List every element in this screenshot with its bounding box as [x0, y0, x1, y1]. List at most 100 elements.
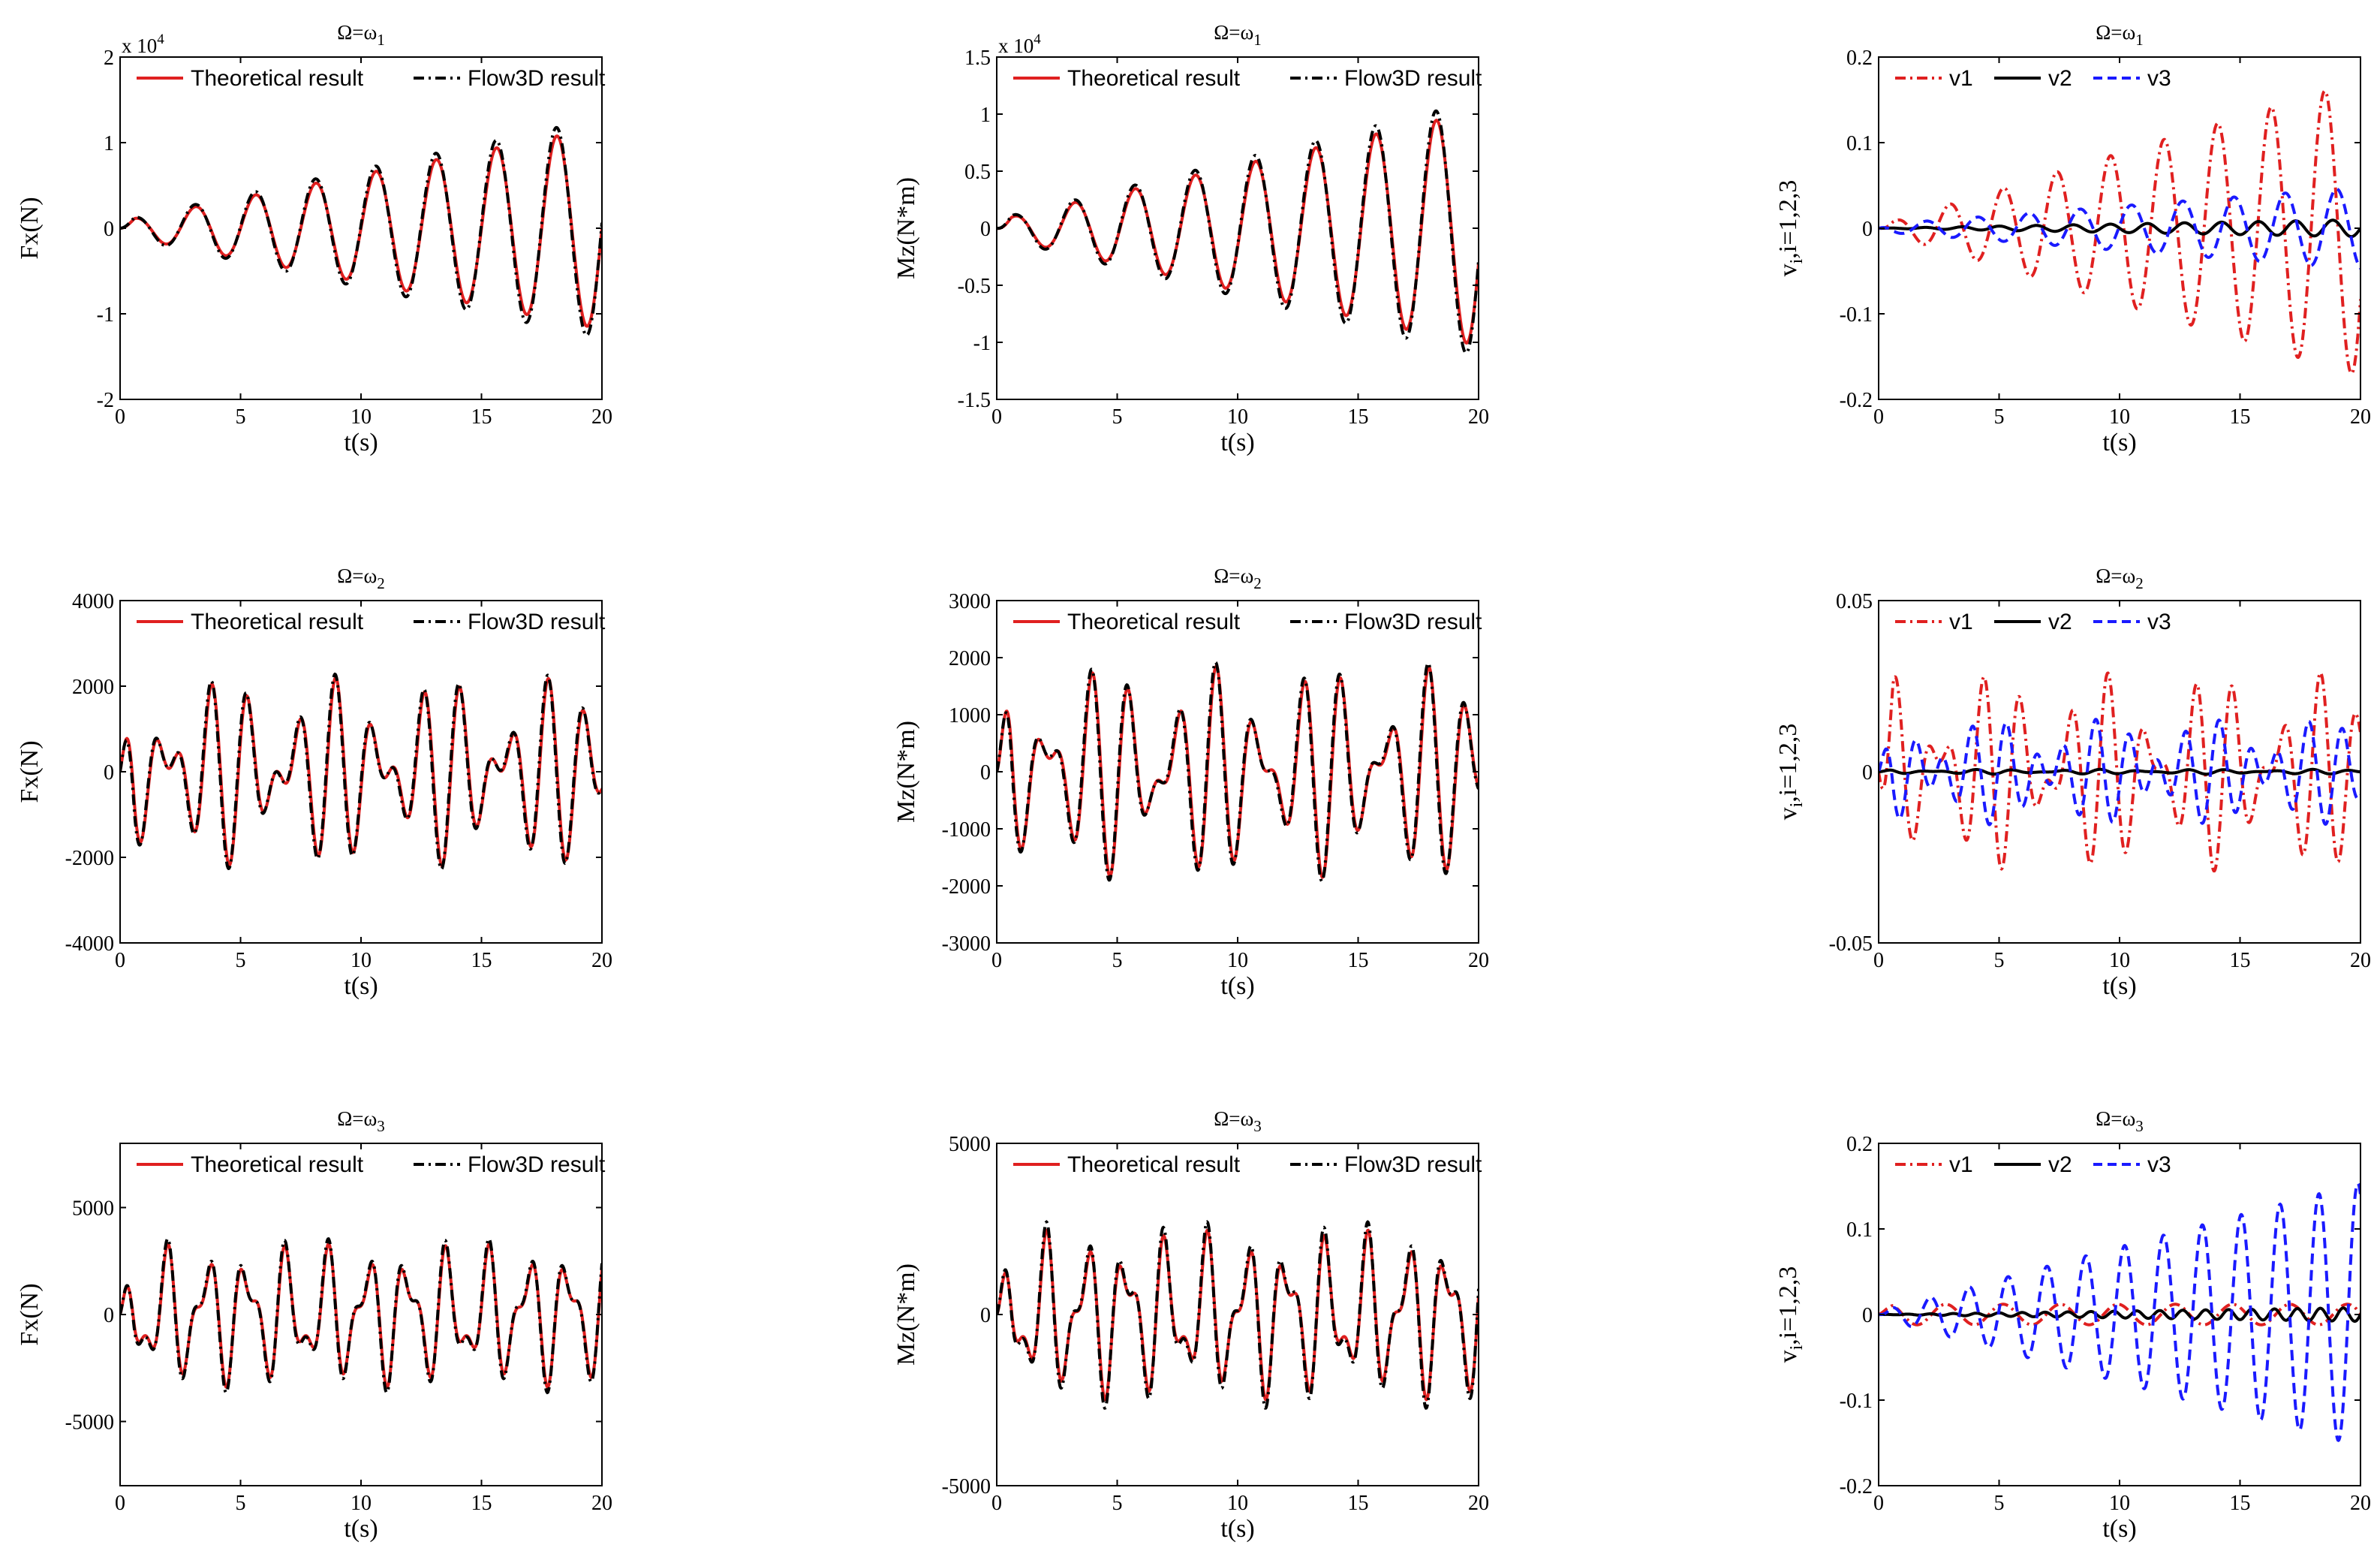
legend-label: v3 — [2147, 66, 2171, 91]
legend-label: v1 — [1949, 610, 1973, 634]
subplot-title-subscript: 3 — [377, 1117, 385, 1135]
legend: Theoretical result Flow3D result — [137, 610, 606, 634]
x-tick-label: 5 — [1112, 405, 1123, 429]
x-axis-label: t(s) — [344, 1515, 378, 1543]
legend-label: Theoretical result — [1067, 610, 1241, 634]
x-tick-label: 10 — [1227, 949, 1248, 972]
y-tick-label: 0.2 — [1846, 1133, 1873, 1156]
subplot-mz-2: Ω=ω2 0 5 10 15 20 -3000 -2000 -1000 0 1000 2000 3000… — [892, 565, 1489, 1000]
y-axis-label: Mz(N*m) — [892, 1263, 920, 1366]
subplot-v-1: Ω=ω1 0 5 10 15 20 -0.2 -0.1 0 0.1 0.2 t(s) vi,i=1,2,… — [1774, 21, 2371, 456]
x-tick-label: 15 — [1348, 405, 1369, 429]
series-group — [997, 660, 1479, 884]
subplot-title-subscript: 3 — [1253, 1117, 1262, 1135]
subplot-v-3: Ω=ω3 0 5 10 15 20 -0.2 -0.1 0 0.1 0.2 t(s) vi,i=1,2,… — [1774, 1107, 2371, 1543]
y-tick-label: 5000 — [949, 1133, 991, 1156]
x-tick-label: 5 — [1994, 1492, 2005, 1515]
legend: Theoretical result Flow3D result — [1013, 610, 1482, 634]
x-tick-label: 10 — [1227, 1492, 1248, 1515]
y-axis-label: Mz(N*m) — [892, 721, 920, 823]
x-tick-label: 0 — [1873, 1492, 1884, 1515]
y-scale-label: x 104 — [122, 32, 164, 57]
legend-label: v1 — [1949, 66, 1973, 91]
y-tick-label: 4000 — [72, 590, 114, 613]
y-tick-label: 1000 — [949, 704, 991, 727]
y-tick-label: 3000 — [949, 590, 991, 613]
subplot-title-subscript: 2 — [2135, 574, 2144, 592]
x-axis-label: t(s) — [1220, 429, 1254, 456]
subplot-title-subscript: 1 — [1253, 31, 1262, 49]
x-axis-label: t(s) — [2102, 972, 2136, 1000]
x-tick-label: 0 — [991, 1492, 1002, 1515]
legend-label: v2 — [2048, 1152, 2072, 1177]
y-axis-label: vi,i=1,2,3 — [1774, 180, 1807, 277]
y-tick-label: -2 — [97, 389, 114, 412]
series-line-v2 — [1879, 218, 2360, 239]
series-line-v1 — [1879, 89, 2360, 375]
subplot-title: Ω=ω2 — [1214, 565, 1262, 592]
subplot-title: Ω=ω1 — [1214, 21, 1262, 49]
x-axis-label: t(s) — [2102, 429, 2136, 456]
legend-label: Theoretical result — [191, 66, 364, 91]
x-tick-label: 10 — [351, 405, 372, 429]
y-tick-label: 0 — [980, 761, 991, 785]
subplot-title: Ω=ω3 — [1214, 1107, 1262, 1135]
legend: v1 v2 v3 — [1895, 1152, 2171, 1177]
y-tick-label: 0 — [104, 761, 114, 785]
series-line-flow3d-result — [997, 660, 1479, 884]
y-tick-label: 0.2 — [1846, 47, 1873, 70]
y-tick-label: 5000 — [72, 1197, 114, 1221]
y-tick-label: -0.1 — [1840, 303, 1873, 327]
series-line-v3 — [1879, 1182, 2360, 1442]
y-scale-label: x 104 — [998, 32, 1041, 57]
series-group — [120, 125, 602, 337]
legend: Theoretical result Flow3D result — [1013, 1152, 1482, 1177]
series-line-flow3d-result — [997, 109, 1479, 355]
subplot-fx-2: Ω=ω2 0 5 10 15 20 -4000 -2000 0 2000 4000 t(s) Fx(N)… — [16, 565, 612, 1000]
legend-label: Theoretical result — [1067, 66, 1241, 91]
subplot-fx-3: Ω=ω3 0 5 10 15 20 -5000 0 5000 t(s) Fx(N) Theoretic… — [16, 1107, 612, 1543]
y-axis-label-rest: ,i=1,2,3 — [1774, 180, 1802, 259]
series-group — [1879, 1182, 2360, 1442]
y-axis-label: Fx(N) — [16, 1283, 44, 1345]
x-tick-label: 15 — [471, 949, 492, 972]
y-tick-label: 0 — [104, 1304, 114, 1327]
subplot-title: Ω=ω2 — [2096, 565, 2144, 592]
x-tick-label: 0 — [991, 405, 1002, 429]
x-tick-label: 10 — [2109, 949, 2130, 972]
x-tick-label: 0 — [115, 949, 125, 972]
y-tick-label: 2000 — [949, 647, 991, 670]
x-tick-label: 0 — [1873, 949, 1884, 972]
subplot-fx-1: Ω=ω1 0 5 10 15 20 -2 -1 0 1 2 x 104 t(s) Fx(N) Theoret… — [16, 21, 612, 456]
subplot-title: Ω=ω1 — [337, 21, 385, 49]
y-tick-label: 2 — [104, 47, 114, 70]
y-tick-label: 0.1 — [1846, 132, 1873, 155]
legend-label: Theoretical result — [1067, 1152, 1241, 1177]
subplot-title: Ω=ω2 — [337, 565, 385, 592]
x-tick-label: 5 — [236, 949, 246, 972]
series-group — [1879, 89, 2360, 375]
axes-box — [996, 56, 1479, 400]
y-tick-label: 0 — [1862, 761, 1873, 785]
x-tick-label: 15 — [471, 1492, 492, 1515]
x-tick-label: 0 — [115, 1492, 125, 1515]
x-tick-label: 10 — [1227, 405, 1248, 429]
subplot-title-subscript: 2 — [377, 574, 385, 592]
x-axis-label: t(s) — [1220, 1515, 1254, 1543]
series-group — [120, 1237, 602, 1395]
subplot-title-subscript: 1 — [377, 31, 385, 49]
x-tick-label: 15 — [1348, 949, 1369, 972]
subplot-title-subscript: 1 — [2135, 31, 2144, 49]
x-tick-label: 20 — [591, 1492, 612, 1515]
x-tick-label: 5 — [236, 405, 246, 429]
y-tick-label: 0 — [1862, 1304, 1873, 1327]
y-tick-label: -5000 — [65, 1411, 114, 1435]
series-line-v3 — [1879, 718, 2360, 827]
series-line-v1 — [1879, 1303, 2360, 1327]
subplot-title: Ω=ω3 — [2096, 1107, 2144, 1135]
y-tick-label: 0.5 — [964, 161, 991, 184]
legend-label: Flow3D result — [1344, 66, 1482, 91]
legend-label: Theoretical result — [191, 610, 364, 634]
